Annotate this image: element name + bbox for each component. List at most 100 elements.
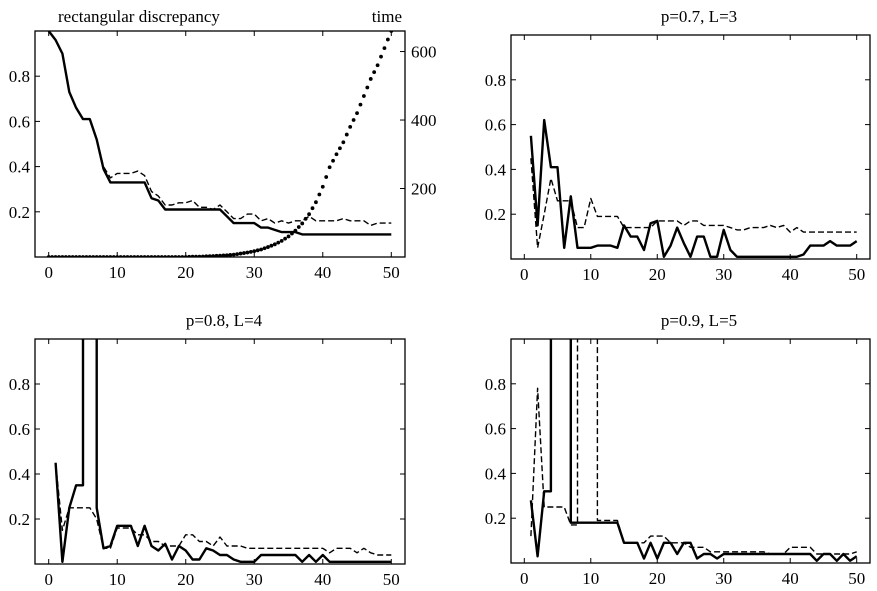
time-point — [368, 77, 373, 81]
time-point — [341, 140, 346, 145]
time-point — [153, 255, 157, 257]
time-point — [81, 255, 85, 257]
time-point — [293, 228, 298, 233]
time-point — [166, 255, 171, 257]
time-point — [122, 255, 126, 257]
time-point — [118, 255, 123, 257]
panel-top-left: rectangular discrepancy time 0 10 20 30 40 50… — [9, 7, 437, 282]
time-point — [300, 221, 305, 226]
series-solid-line — [54, 339, 392, 563]
time-point — [290, 231, 294, 236]
x-tick-label: 30 — [715, 265, 732, 284]
time-point — [187, 254, 192, 257]
time-point — [105, 255, 109, 257]
panel-top-right: p=0.7, L=3 0 10 20 30 40 50 0.2 0.4 0.6 0.8 — [485, 7, 871, 284]
time-point — [87, 255, 92, 257]
time-point — [307, 212, 311, 217]
time-point — [276, 240, 281, 245]
time-point — [221, 253, 226, 257]
time-point — [101, 255, 106, 257]
series-dashed-line — [530, 158, 857, 249]
time-point — [200, 254, 205, 257]
time-point — [379, 54, 383, 59]
time-point — [115, 255, 120, 257]
y-tick-label: 0.6 — [485, 420, 506, 439]
x-tick-label: 40 — [782, 569, 799, 588]
y-tick-label: 0.8 — [9, 67, 30, 86]
time-point — [94, 255, 99, 257]
y-tick-label: 0.4 — [9, 158, 31, 177]
time-point — [235, 252, 240, 256]
time-point — [331, 158, 335, 163]
time-point — [248, 249, 253, 254]
time-point — [139, 255, 144, 257]
time-point — [303, 216, 308, 221]
time-point — [60, 255, 65, 257]
x-tick-label: 30 — [715, 569, 732, 588]
time-point — [98, 255, 102, 257]
time-point — [207, 254, 212, 257]
x-tick-label: 0 — [520, 569, 529, 588]
time-point — [46, 255, 51, 257]
y-tick-label: 0.2 — [9, 203, 30, 222]
x-tick-label: 20 — [649, 265, 666, 284]
y2-tick-label: 400 — [411, 111, 437, 130]
x-tick-label: 50 — [383, 263, 400, 282]
time-point — [317, 192, 322, 197]
time-point — [361, 94, 366, 98]
y-tick-label: 0.2 — [485, 205, 506, 224]
x-tick-label: 50 — [383, 570, 400, 589]
time-point — [238, 251, 243, 256]
time-point — [77, 255, 82, 257]
time-point — [365, 85, 370, 90]
time-point — [159, 255, 164, 257]
panel-bottom-left: p=0.8, L=4 0 10 20 30 40 50 0.2 0.4 0.6 0.8 — [9, 311, 406, 589]
time-point — [108, 255, 113, 257]
time-point — [91, 255, 96, 257]
time-point — [129, 255, 133, 257]
time-point — [269, 243, 274, 248]
time-point — [245, 250, 250, 255]
time-point — [194, 254, 198, 257]
time-point — [190, 254, 195, 257]
time-point — [74, 255, 79, 257]
y-tick-label: 0.8 — [485, 71, 506, 90]
time-point — [142, 255, 147, 257]
time-point — [180, 255, 185, 257]
y2-tick-label: 600 — [411, 43, 437, 62]
time-point — [355, 111, 359, 116]
panel-title: p=0.8, L=4 — [186, 311, 263, 330]
time-point — [375, 63, 380, 68]
x-tick-label: 10 — [109, 570, 126, 589]
time-point — [204, 254, 209, 257]
x-tick-label: 0 — [44, 263, 53, 282]
y2-tick-label: 200 — [411, 180, 437, 199]
time-point — [358, 102, 363, 107]
series-dashed-line — [48, 31, 392, 227]
time-point — [327, 165, 332, 170]
x-tick-label: 50 — [848, 265, 865, 284]
time-point — [53, 255, 58, 257]
x-tick-label: 0 — [44, 570, 53, 589]
time-point — [214, 253, 219, 257]
y-tick-label: 0.8 — [9, 375, 30, 394]
panel-title: p=0.7, L=3 — [661, 7, 737, 26]
time-point — [146, 255, 150, 257]
time-point — [228, 253, 233, 257]
time-point — [338, 146, 342, 151]
time-point — [279, 239, 284, 243]
time-point — [197, 254, 202, 257]
series-solid-line — [47, 31, 392, 236]
time-point — [63, 255, 68, 257]
time-point — [135, 255, 140, 257]
x-tick-label: 50 — [848, 569, 865, 588]
y-tick-label: 0.2 — [485, 509, 506, 528]
plot-frame — [34, 338, 406, 565]
x-tick-label: 40 — [782, 265, 799, 284]
panel-title: p=0.9, L=5 — [661, 311, 737, 330]
time-point — [149, 255, 154, 257]
time-point — [176, 255, 181, 257]
time-point — [111, 255, 116, 257]
x-tick-label: 30 — [246, 263, 263, 282]
y-tick-label: 0.2 — [9, 510, 30, 529]
